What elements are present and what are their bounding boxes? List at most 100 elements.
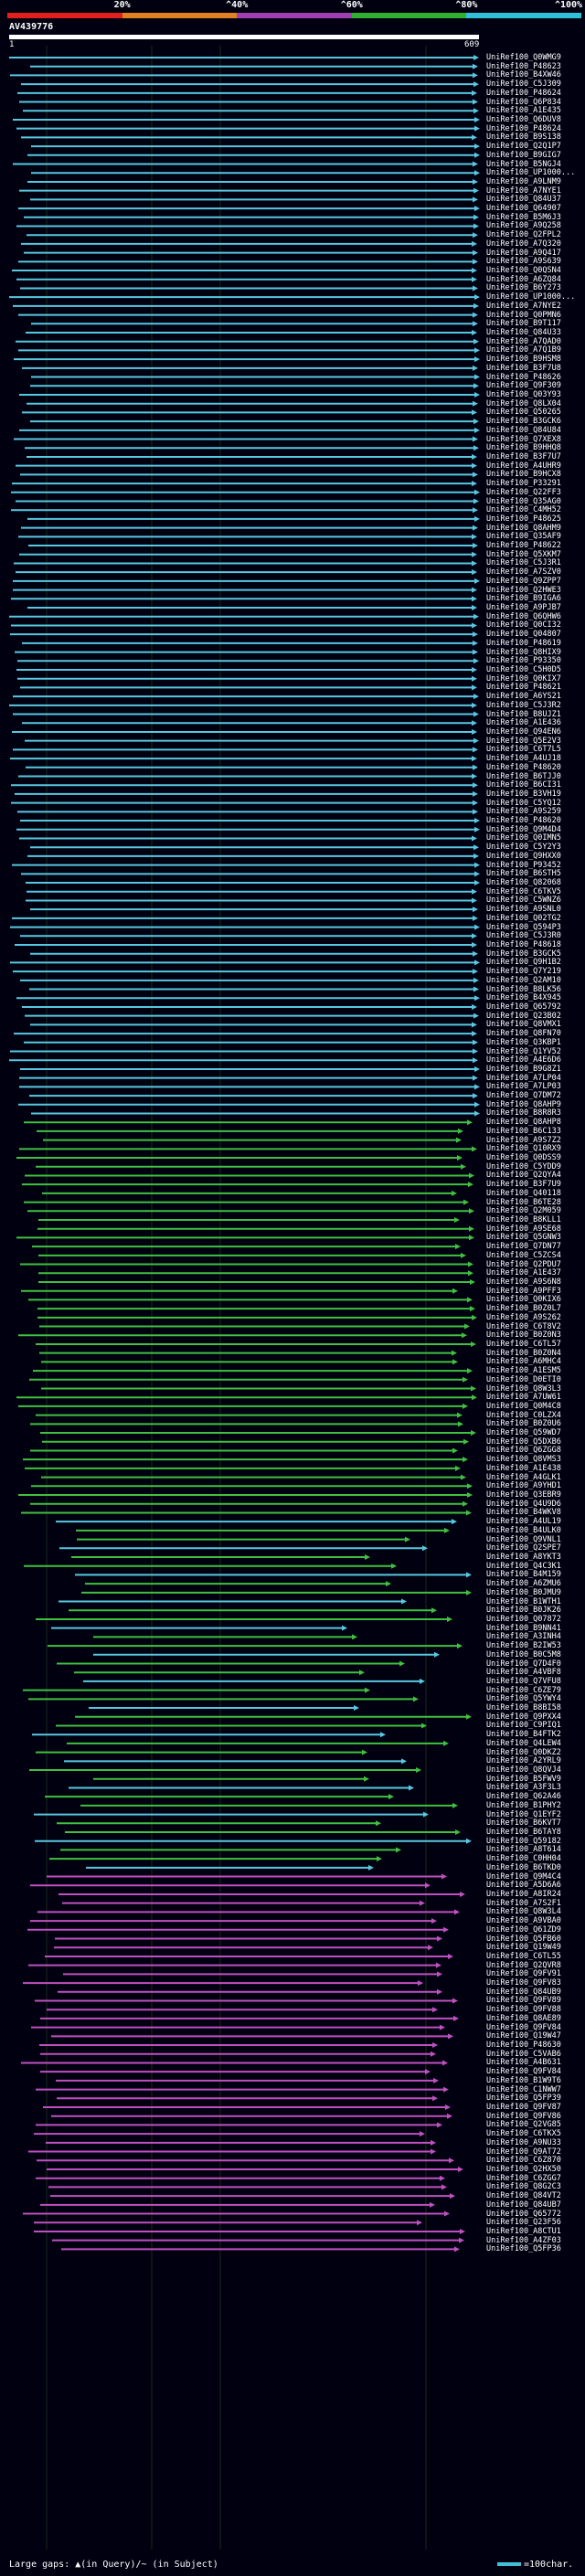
hit-label[interactable]: UniRef100_Q2HWE3 [486, 585, 561, 595]
hit-label[interactable]: UniRef100_A8T614 [486, 1845, 561, 1855]
hit-label[interactable]: UniRef100_Q35AG0 [486, 496, 561, 506]
hit-label[interactable]: UniRef100_Q7XEX8 [486, 434, 561, 444]
hit-label[interactable]: UniRef100_B8KLL1 [486, 1215, 561, 1224]
hit-label[interactable]: UniRef100_Q0PMN6 [486, 310, 561, 320]
hit-label[interactable]: UniRef100_Q19W49 [486, 1943, 561, 1953]
hit-label[interactable]: UniRef100_B0Z0L7 [486, 1304, 561, 1314]
hit-label[interactable]: UniRef100_A7NYE2 [486, 301, 561, 311]
hit-label[interactable]: UniRef100_B8UJZ1 [486, 709, 561, 719]
hit-label[interactable]: UniRef100_Q2AM10 [486, 975, 561, 985]
hit-label[interactable]: UniRef100_Q8AHM9 [486, 523, 561, 533]
hit-label[interactable]: UniRef100_C5WNZ6 [486, 896, 561, 906]
hit-label[interactable]: UniRef100_C5YDD9 [486, 1161, 561, 1171]
hit-label[interactable]: UniRef100_Q6QHW6 [486, 611, 561, 621]
hit-label[interactable]: UniRef100_B9T117 [486, 319, 561, 329]
hit-label[interactable]: UniRef100_C6TKV5 [486, 886, 561, 896]
hit-label[interactable]: UniRef100_B8LK56 [486, 984, 561, 994]
hit-label[interactable]: UniRef100_B6TKD0 [486, 1862, 561, 1872]
hit-label[interactable]: UniRef100_Q5FP36 [486, 2244, 561, 2254]
hit-label[interactable]: UniRef100_B9NN41 [486, 1623, 561, 1633]
hit-label[interactable]: UniRef100_B5NGJ4 [486, 159, 561, 169]
hit-label[interactable]: UniRef100_B9S138 [486, 133, 561, 143]
hit-label[interactable]: UniRef100_B3GCK6 [486, 417, 561, 427]
hit-label[interactable]: UniRef100_P48626 [486, 372, 561, 382]
hit-label[interactable]: UniRef100_Q84U84 [486, 425, 561, 435]
hit-label[interactable]: UniRef100_A9LNM9 [486, 176, 561, 186]
hit-label[interactable]: UniRef100_UP1000... [486, 168, 576, 178]
hit-label[interactable]: UniRef100_A4UJ18 [486, 754, 561, 764]
hit-label[interactable]: UniRef100_A9S262 [486, 1312, 561, 1322]
hit-label[interactable]: UniRef100_A7UW61 [486, 1393, 561, 1403]
hit-label[interactable]: UniRef100_Q7DM72 [486, 1091, 561, 1101]
hit-label[interactable]: UniRef100_Q07872 [486, 1614, 561, 1624]
hit-label[interactable]: UniRef100_Q4C3K1 [486, 1561, 561, 1571]
hit-label[interactable]: UniRef100_B5FWV9 [486, 1774, 561, 1784]
hit-label[interactable]: UniRef100_Q3EBR9 [486, 1490, 561, 1500]
hit-label[interactable]: UniRef100_A7LP03 [486, 1082, 561, 1092]
hit-label[interactable]: UniRef100_B3F7U8 [486, 363, 561, 373]
hit-label[interactable]: UniRef100_B0Z0U6 [486, 1419, 561, 1429]
hit-label[interactable]: UniRef100_Q7DN77 [486, 1242, 561, 1252]
hit-label[interactable]: UniRef100_Q04807 [486, 630, 561, 640]
hit-label[interactable]: UniRef100_B9HHQ8 [486, 443, 561, 453]
hit-label[interactable]: UniRef100_A3F3L3 [486, 1783, 561, 1793]
hit-label[interactable]: UniRef100_P48622 [486, 541, 561, 551]
hit-label[interactable]: UniRef100_B2IW53 [486, 1641, 561, 1651]
hit-label[interactable]: UniRef100_Q2QYA4 [486, 1171, 561, 1181]
hit-label[interactable]: UniRef100_UP1000... [486, 292, 576, 302]
hit-label[interactable]: UniRef100_C6T8V2 [486, 1321, 561, 1331]
hit-label[interactable]: UniRef100_C9PIQ1 [486, 1721, 561, 1731]
hit-label[interactable]: UniRef100_A9PJB7 [486, 603, 561, 613]
hit-label[interactable]: UniRef100_Q2Q1P7 [486, 142, 561, 152]
hit-label[interactable]: UniRef100_Q6DUV8 [486, 114, 561, 124]
hit-label[interactable]: UniRef100_Q9H1B2 [486, 958, 561, 968]
hit-label[interactable]: UniRef100_C6TL57 [486, 1339, 561, 1349]
hit-label[interactable]: UniRef100_A9PFF3 [486, 1286, 561, 1296]
hit-label[interactable]: UniRef100_Q84VT2 [486, 2191, 561, 2201]
hit-label[interactable]: UniRef100_C6ZE79 [486, 1685, 561, 1695]
hit-label[interactable]: UniRef100_P48619 [486, 638, 561, 648]
hit-label[interactable]: UniRef100_A4GLK1 [486, 1472, 561, 1482]
hit-label[interactable]: UniRef100_A4B631 [486, 2058, 561, 2068]
hit-label[interactable]: UniRef100_Q50265 [486, 408, 561, 418]
hit-label[interactable]: UniRef100_B4M159 [486, 1570, 561, 1580]
hit-label[interactable]: UniRef100_Q23F56 [486, 2218, 561, 2228]
hit-label[interactable]: UniRef100_A9Q417 [486, 248, 561, 258]
hit-label[interactable]: UniRef100_B9IGA6 [486, 594, 561, 604]
hit-label[interactable]: UniRef100_Q2HX50 [486, 2164, 561, 2174]
hit-label[interactable]: UniRef100_B4X945 [486, 993, 561, 1003]
hit-label[interactable]: UniRef100_B0JMU9 [486, 1587, 561, 1597]
hit-label[interactable]: UniRef100_Q59182 [486, 1836, 561, 1846]
hit-label[interactable]: UniRef100_A9NU33 [486, 2137, 561, 2147]
hit-label[interactable]: UniRef100_B8R8R3 [486, 1108, 561, 1118]
hit-label[interactable]: UniRef100_A9S259 [486, 807, 561, 817]
hit-label[interactable]: UniRef100_A4UHR9 [486, 461, 561, 471]
hit-label[interactable]: UniRef100_B6TAY8 [486, 1828, 561, 1837]
hit-label[interactable]: UniRef100_B6KVT7 [486, 1818, 561, 1829]
hit-label[interactable]: UniRef100_A7NYE1 [486, 186, 561, 196]
hit-label[interactable]: UniRef100_Q8W3L3 [486, 1383, 561, 1394]
hit-label[interactable]: UniRef100_A2YRL9 [486, 1756, 561, 1766]
hit-label[interactable]: UniRef100_Q8LX04 [486, 398, 561, 408]
hit-label[interactable]: UniRef100_Q0DKZ2 [486, 1747, 561, 1757]
hit-label[interactable]: UniRef100_A5D6A6 [486, 1881, 561, 1891]
hit-label[interactable]: UniRef100_B8BI58 [486, 1703, 561, 1713]
hit-label[interactable]: UniRef100_A9YHD1 [486, 1481, 561, 1491]
hit-label[interactable]: UniRef100_Q1YV52 [486, 1046, 561, 1056]
hit-label[interactable]: UniRef100_A8YKT3 [486, 1552, 561, 1562]
hit-label[interactable]: UniRef100_A8CTU1 [486, 2226, 561, 2236]
hit-label[interactable]: UniRef100_P48630 [486, 2041, 561, 2051]
hit-label[interactable]: UniRef100_Q84U37 [486, 195, 561, 205]
hit-label[interactable]: UniRef100_A4ZF03 [486, 2235, 561, 2245]
hit-label[interactable]: UniRef100_B4XW46 [486, 70, 561, 80]
hit-label[interactable]: UniRef100_Q5GNW3 [486, 1233, 561, 1243]
hit-label[interactable]: UniRef100_A6MHC4 [486, 1357, 561, 1367]
hit-label[interactable]: UniRef100_Q65792 [486, 1002, 561, 1012]
hit-label[interactable]: UniRef100_Q3KBP1 [486, 1037, 561, 1047]
hit-label[interactable]: UniRef100_A1E436 [486, 718, 561, 728]
hit-label[interactable]: UniRef100_A7QAD0 [486, 336, 561, 346]
hit-label[interactable]: UniRef100_Q03Y93 [486, 389, 561, 399]
hit-label[interactable]: UniRef100_B5M6J3 [486, 212, 561, 222]
hit-label[interactable]: UniRef100_A1E438 [486, 1463, 561, 1473]
hit-label[interactable]: UniRef100_Q4LEW4 [486, 1738, 561, 1748]
